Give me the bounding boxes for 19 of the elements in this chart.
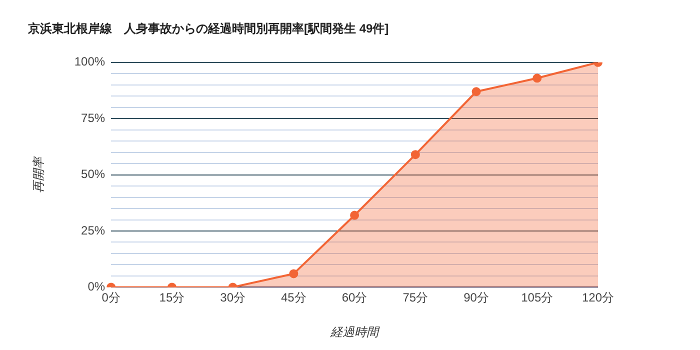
point: [532, 74, 542, 83]
x-axis-title: 経過時間: [330, 325, 381, 340]
x-tick-label: 75分: [402, 290, 428, 305]
x-tick-label: 120分: [582, 290, 614, 305]
point: [410, 150, 420, 160]
point: [472, 87, 481, 96]
x-tick-label: 30分: [220, 290, 246, 305]
point: [350, 210, 360, 220]
y-tick-label: 25%: [81, 223, 106, 238]
y-tick-label: 100%: [74, 54, 106, 69]
x-tick-label: 60分: [342, 290, 368, 305]
chart-title: 京浜東北根岸線 人身事故からの経過時間別再開率[駅間発生 49件]: [27, 22, 389, 36]
x-tick-label: 105分: [521, 290, 554, 305]
x-tick-label: 15分: [159, 290, 185, 305]
x-tick-label: 90分: [464, 290, 489, 305]
y-tick-label: 50%: [81, 167, 106, 182]
y-tick-label: 75%: [81, 110, 106, 125]
x-tick-label: 45分: [281, 290, 306, 305]
y-axis-title: 再開率: [32, 154, 46, 193]
